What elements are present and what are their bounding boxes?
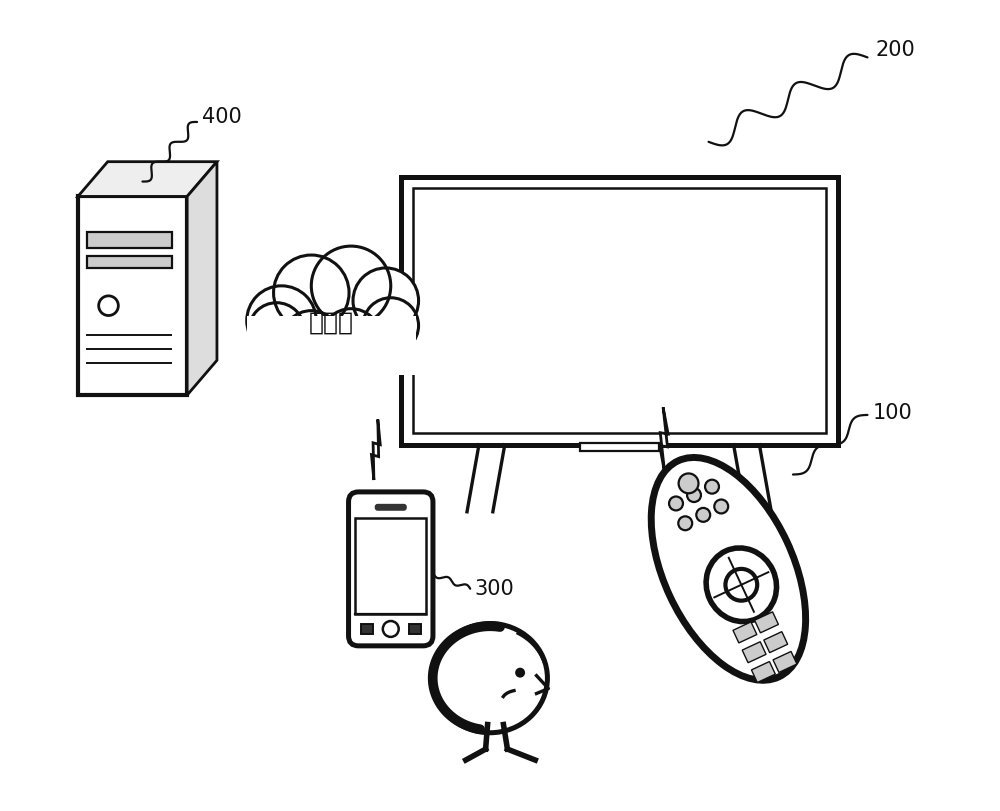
Ellipse shape [651,457,806,680]
Circle shape [363,298,419,354]
Bar [580,443,659,451]
Bar [733,622,757,643]
Circle shape [321,309,381,368]
Text: 400: 400 [202,107,242,127]
Circle shape [249,303,304,358]
Bar [78,196,187,395]
Circle shape [311,246,391,325]
Polygon shape [371,419,380,480]
Circle shape [515,667,525,678]
Bar [773,651,797,672]
Text: 100: 100 [872,403,912,423]
Circle shape [696,508,710,521]
Bar [247,315,416,375]
FancyBboxPatch shape [375,504,407,511]
Polygon shape [660,407,668,472]
Ellipse shape [433,624,547,733]
Bar [413,188,826,433]
Text: 300: 300 [474,579,514,599]
Circle shape [99,296,118,315]
Circle shape [247,285,316,355]
Bar [87,256,172,268]
Circle shape [678,517,692,530]
Bar [751,662,775,683]
Circle shape [353,268,419,333]
Polygon shape [78,161,217,196]
FancyBboxPatch shape [349,492,433,646]
Bar [361,624,373,634]
Circle shape [274,255,349,331]
Bar [409,624,421,634]
Circle shape [705,480,719,494]
Bar [764,632,788,653]
Circle shape [687,488,701,502]
Bar [87,232,172,248]
Circle shape [383,621,399,637]
Ellipse shape [706,548,777,621]
Circle shape [282,311,341,371]
Bar [755,611,778,633]
Text: 200: 200 [875,41,915,61]
Polygon shape [187,161,217,395]
Circle shape [714,500,728,513]
Circle shape [725,569,757,601]
Bar [742,642,766,663]
Bar [355,517,426,614]
Circle shape [679,474,698,493]
Text: 互联网: 互联网 [309,311,354,335]
FancyBboxPatch shape [401,177,838,444]
Circle shape [669,496,683,510]
